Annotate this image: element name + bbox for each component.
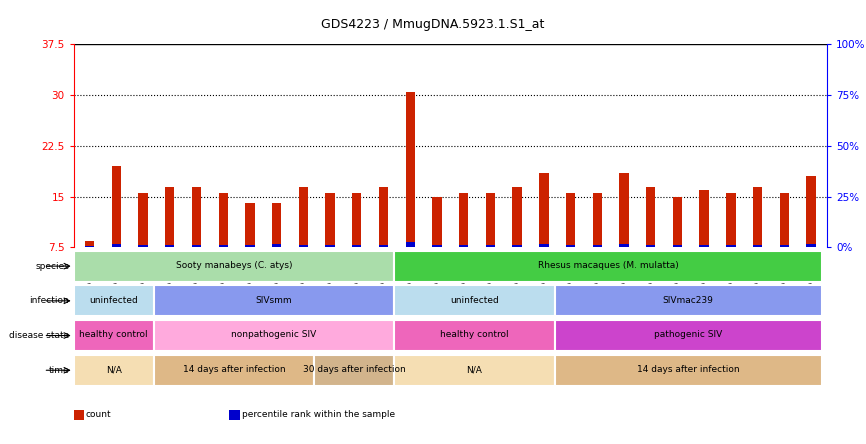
Bar [554,320,822,351]
Bar [74,355,154,386]
Text: N/A: N/A [106,365,121,374]
Bar [806,244,816,247]
Text: 14 days after infection: 14 days after infection [183,365,285,374]
Bar [394,355,554,386]
Bar [272,203,281,247]
Bar [326,193,335,247]
Bar [405,92,415,247]
Bar [74,251,394,281]
Bar [112,166,121,247]
Bar [700,190,708,247]
Bar [245,203,255,247]
Bar [806,176,816,247]
Bar [554,285,822,316]
Bar [592,246,602,247]
Bar [727,246,735,247]
Bar [394,285,554,316]
Bar [352,246,361,247]
Bar [753,186,762,247]
Bar [192,246,201,247]
Bar [85,241,94,247]
Text: uninfected: uninfected [450,296,499,305]
Text: disease state: disease state [9,331,69,340]
Bar [272,244,281,247]
Bar [565,193,575,247]
Bar [432,197,442,247]
Bar [139,246,148,247]
Bar [112,244,121,247]
Bar [74,285,154,316]
Bar [314,355,394,386]
Bar [727,193,735,247]
Text: healthy control: healthy control [440,330,508,339]
Bar [486,193,495,247]
Bar [513,246,522,247]
Bar [513,186,522,247]
Bar [459,246,469,247]
Bar [619,173,629,247]
Bar [85,246,94,247]
Text: GDS4223 / MmugDNA.5923.1.S1_at: GDS4223 / MmugDNA.5923.1.S1_at [321,18,545,31]
Bar [646,186,656,247]
Bar [779,193,789,247]
Text: N/A: N/A [467,365,482,374]
Bar [592,193,602,247]
Bar [352,193,361,247]
Bar [326,246,335,247]
Bar [565,246,575,247]
Text: SIVmac239: SIVmac239 [662,296,714,305]
Text: pathogenic SIV: pathogenic SIV [654,330,722,339]
Text: 14 days after infection: 14 days after infection [637,365,740,374]
Text: nonpathogenic SIV: nonpathogenic SIV [231,330,317,339]
Bar [405,242,415,247]
Bar [299,246,308,247]
Bar [673,197,682,247]
Bar [299,186,308,247]
Bar [540,244,548,247]
Bar [619,244,629,247]
Text: species: species [36,262,69,271]
Bar [554,355,822,386]
Bar [394,251,822,281]
Bar [74,320,154,351]
Text: time: time [48,366,69,375]
Text: Rhesus macaques (M. mulatta): Rhesus macaques (M. mulatta) [538,261,678,270]
Bar [378,246,388,247]
Text: Sooty manabeys (C. atys): Sooty manabeys (C. atys) [176,261,292,270]
Bar [779,246,789,247]
Text: uninfected: uninfected [89,296,138,305]
Bar [245,246,255,247]
Bar [646,246,656,247]
Bar [378,186,388,247]
Bar [154,355,314,386]
Bar [165,246,174,247]
Bar [486,246,495,247]
Bar [139,193,148,247]
Bar [394,320,554,351]
Bar [700,246,708,247]
Text: infection: infection [29,296,69,305]
Text: 30 days after infection: 30 days after infection [303,365,405,374]
Bar [459,193,469,247]
Bar [218,193,228,247]
Bar [165,186,174,247]
Bar [218,246,228,247]
Bar [154,320,394,351]
Bar [192,186,201,247]
Bar [540,173,548,247]
Bar [673,246,682,247]
Bar [753,246,762,247]
Text: healthy control: healthy control [80,330,148,339]
Bar [432,246,442,247]
Text: count: count [86,410,112,419]
Text: percentile rank within the sample: percentile rank within the sample [242,410,395,419]
Bar [154,285,394,316]
Text: SIVsmm: SIVsmm [255,296,293,305]
